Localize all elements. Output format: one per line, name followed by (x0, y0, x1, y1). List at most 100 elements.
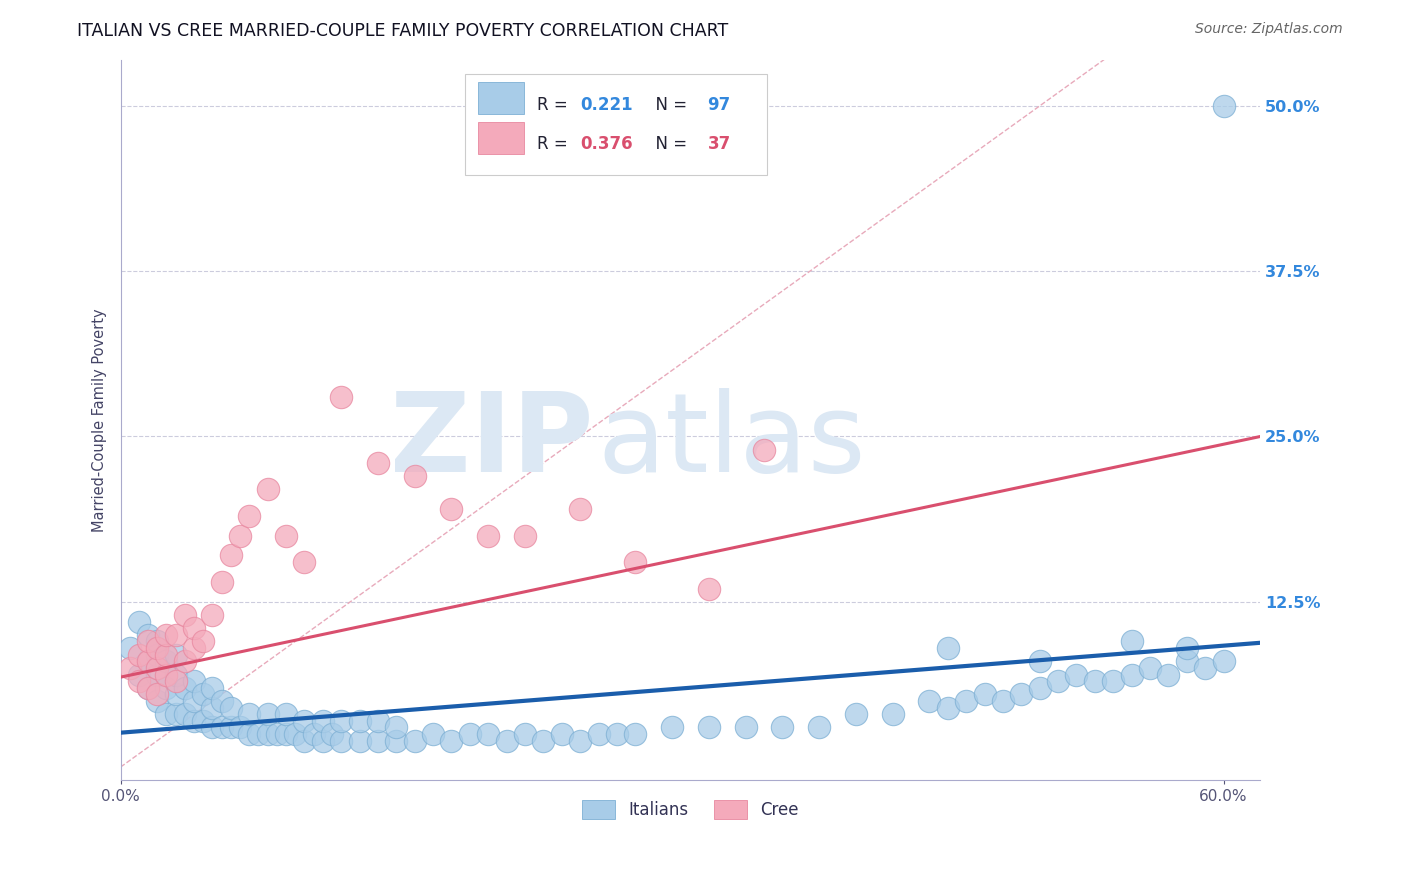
Point (1084, 674, 1107, 689)
Point (183, 641, 205, 656)
Point (201, 607, 224, 622)
Point (882, 707, 904, 722)
Point (155, 707, 177, 722)
Point (588, 727, 610, 741)
Point (219, 700, 242, 714)
Point (155, 667, 177, 681)
Point (569, 733, 592, 747)
Point (211, 720, 233, 734)
Point (531, 733, 554, 747)
Point (238, 727, 260, 741)
Point (1194, 661, 1216, 675)
Point (211, 694, 233, 708)
Point (146, 648, 169, 662)
Point (440, 502, 463, 516)
Point (201, 720, 224, 734)
Point (661, 720, 683, 734)
Point (229, 529, 252, 543)
Point (128, 674, 150, 689)
Point (551, 727, 574, 741)
Text: N =: N = (645, 95, 692, 113)
Point (321, 727, 343, 741)
Point (1047, 674, 1070, 689)
Point (155, 681, 177, 695)
Text: Source: ZipAtlas.com: Source: ZipAtlas.com (1195, 22, 1343, 37)
Point (136, 654, 159, 668)
Legend: Italians, Cree: Italians, Cree (575, 794, 806, 826)
Point (155, 654, 177, 668)
FancyBboxPatch shape (478, 82, 524, 114)
Point (1139, 661, 1161, 675)
Point (211, 574, 233, 589)
Point (440, 733, 463, 747)
Point (118, 641, 141, 656)
Point (165, 687, 187, 701)
Point (697, 720, 720, 734)
Point (183, 714, 205, 728)
Point (136, 634, 159, 648)
Point (752, 442, 775, 457)
Point (173, 707, 195, 722)
Point (284, 727, 307, 741)
Point (183, 621, 205, 635)
Point (165, 707, 187, 722)
Point (238, 707, 260, 722)
Point (183, 674, 205, 689)
Point (1121, 634, 1143, 648)
Point (312, 733, 335, 747)
Point (155, 628, 177, 642)
Point (973, 687, 995, 701)
Point (367, 733, 389, 747)
Point (1010, 687, 1032, 701)
Point (808, 720, 831, 734)
Point (1175, 641, 1198, 656)
Point (606, 727, 628, 741)
Point (495, 733, 517, 747)
Point (128, 615, 150, 629)
Point (385, 733, 408, 747)
Point (697, 582, 720, 596)
Point (404, 469, 426, 483)
Point (569, 502, 592, 516)
Point (256, 483, 278, 497)
Point (219, 720, 242, 734)
Point (274, 727, 297, 741)
Point (165, 628, 187, 642)
Text: R =: R = (537, 136, 572, 153)
Point (292, 555, 315, 569)
Point (193, 634, 215, 648)
Point (173, 607, 195, 622)
Point (918, 694, 941, 708)
Point (146, 634, 169, 648)
Point (367, 456, 389, 470)
Text: 97: 97 (707, 95, 731, 113)
Text: N =: N = (645, 136, 692, 153)
Point (173, 681, 195, 695)
Point (1028, 654, 1050, 668)
Point (1028, 681, 1050, 695)
Text: 0.221: 0.221 (579, 95, 633, 113)
Point (330, 714, 353, 728)
Point (165, 674, 187, 689)
Text: R =: R = (537, 95, 572, 113)
Point (477, 529, 499, 543)
Point (165, 648, 187, 662)
Point (146, 641, 169, 656)
Point (477, 727, 499, 741)
Point (201, 681, 224, 695)
Point (274, 529, 297, 543)
Point (146, 661, 169, 675)
FancyBboxPatch shape (465, 74, 766, 175)
Point (146, 694, 169, 708)
Point (292, 733, 315, 747)
Point (229, 720, 252, 734)
Point (266, 727, 288, 741)
Point (1212, 99, 1234, 113)
Point (274, 707, 297, 722)
Text: ITALIAN VS CREE MARRIED-COUPLE FAMILY POVERTY CORRELATION CHART: ITALIAN VS CREE MARRIED-COUPLE FAMILY PO… (77, 22, 728, 40)
Point (136, 681, 159, 695)
Point (349, 733, 371, 747)
Text: 0.376: 0.376 (579, 136, 633, 153)
Point (385, 720, 408, 734)
Point (128, 648, 150, 662)
